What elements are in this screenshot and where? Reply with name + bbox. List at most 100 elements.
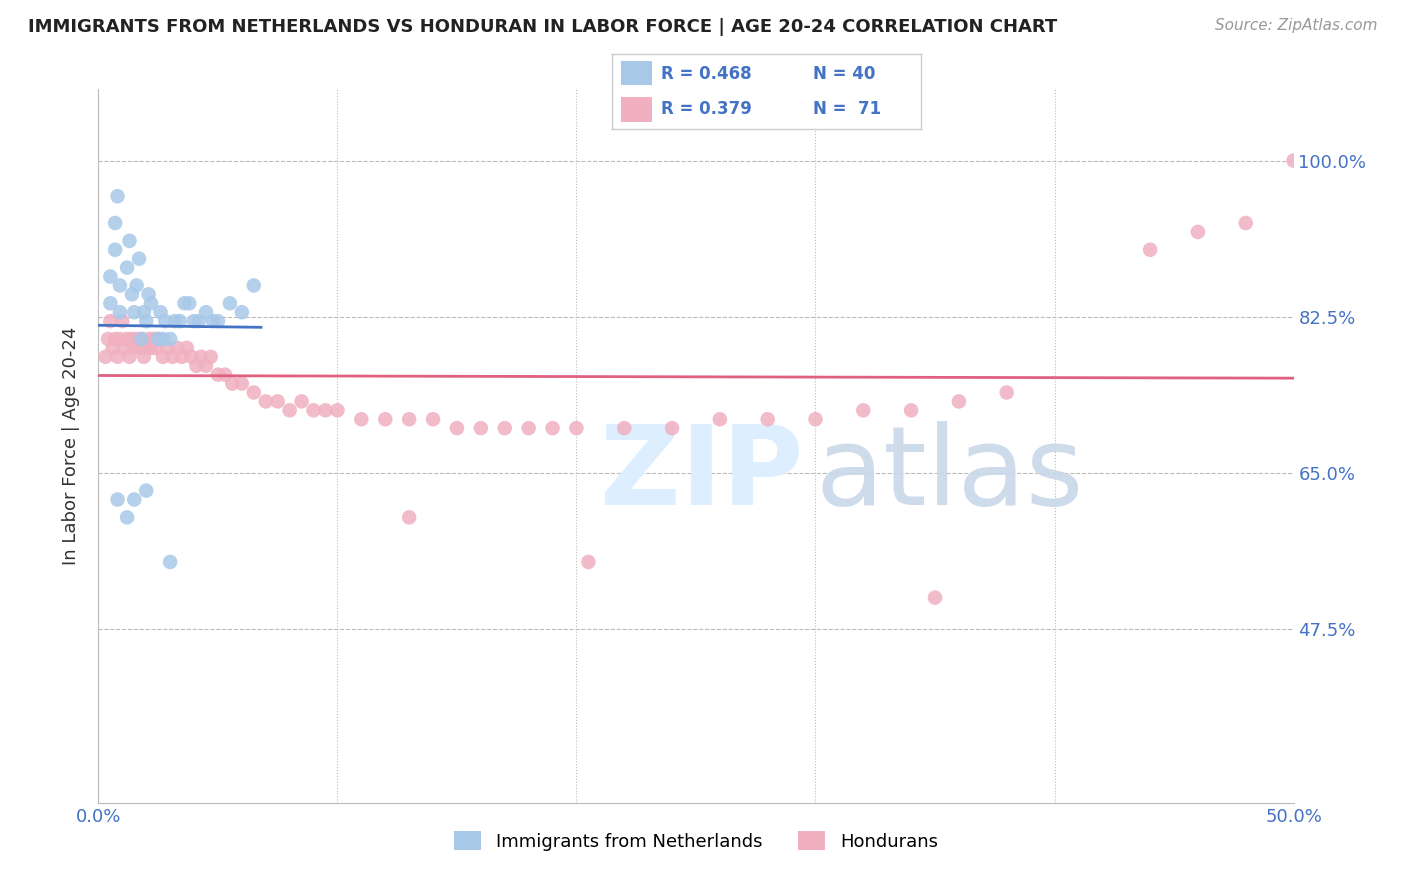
Text: R = 0.379: R = 0.379	[661, 100, 752, 118]
Point	[145, 341, 167, 355]
Point	[302, 403, 325, 417]
Point	[104, 332, 127, 346]
Point	[1187, 225, 1209, 239]
Point	[115, 260, 138, 275]
Point	[804, 412, 827, 426]
Point	[190, 350, 212, 364]
Point	[107, 492, 129, 507]
Point	[422, 412, 444, 426]
Point	[108, 305, 131, 319]
Point	[114, 341, 136, 355]
Point	[176, 341, 198, 355]
Point	[578, 555, 600, 569]
Point	[107, 189, 129, 203]
Point	[924, 591, 946, 605]
Point	[494, 421, 516, 435]
Point	[125, 332, 148, 346]
Text: R = 0.468: R = 0.468	[661, 65, 752, 83]
Point	[200, 350, 222, 364]
Point	[756, 412, 779, 426]
Point	[1139, 243, 1161, 257]
Point	[139, 296, 162, 310]
Point	[104, 243, 127, 257]
Text: IMMIGRANTS FROM NETHERLANDS VS HONDURAN IN LABOR FORCE | AGE 20-24 CORRELATION C: IMMIGRANTS FROM NETHERLANDS VS HONDURAN …	[28, 18, 1057, 36]
Point	[221, 376, 243, 391]
Point	[1234, 216, 1257, 230]
Point	[278, 403, 301, 417]
Point	[995, 385, 1018, 400]
Point	[180, 350, 202, 364]
Point	[135, 483, 157, 498]
Point	[172, 350, 194, 364]
Point	[541, 421, 564, 435]
Point	[446, 421, 468, 435]
Point	[124, 492, 146, 507]
Point	[155, 314, 177, 328]
Point	[202, 314, 225, 328]
Point	[156, 341, 179, 355]
Point	[128, 252, 150, 266]
Point	[166, 341, 188, 355]
Point	[121, 332, 143, 346]
Point	[207, 314, 229, 328]
Point	[398, 412, 420, 426]
Point	[115, 510, 138, 524]
Point	[187, 314, 209, 328]
Point	[125, 278, 148, 293]
Point	[231, 376, 253, 391]
Point	[118, 350, 141, 364]
Point	[98, 314, 122, 328]
Point	[139, 341, 162, 355]
Point	[152, 332, 174, 346]
Point	[97, 332, 120, 346]
Point	[517, 421, 540, 435]
Text: ZIP: ZIP	[600, 421, 804, 528]
Point	[195, 305, 218, 319]
Point	[186, 359, 208, 373]
Point	[214, 368, 236, 382]
Bar	[621, 62, 652, 86]
Point	[374, 412, 396, 426]
Point	[219, 296, 242, 310]
Point	[326, 403, 349, 417]
Text: N = 40: N = 40	[813, 65, 875, 83]
Point	[131, 332, 153, 346]
Point	[169, 314, 191, 328]
Text: N =  71: N = 71	[813, 100, 880, 118]
Point	[111, 314, 134, 328]
Point	[291, 394, 314, 409]
Point	[948, 394, 970, 409]
Point	[398, 510, 420, 524]
Point	[149, 305, 172, 319]
Point	[350, 412, 373, 426]
Point	[163, 314, 186, 328]
Point	[661, 421, 683, 435]
Point	[101, 341, 124, 355]
Point	[613, 421, 636, 435]
Point	[159, 332, 181, 346]
Point	[118, 234, 141, 248]
Point	[132, 305, 155, 319]
Point	[709, 412, 731, 426]
Point	[243, 385, 266, 400]
Point	[159, 555, 181, 569]
Point	[135, 314, 157, 328]
Point	[98, 296, 122, 310]
Point	[124, 305, 146, 319]
Point	[243, 278, 266, 293]
Point	[115, 332, 138, 346]
Point	[565, 421, 588, 435]
Point	[267, 394, 290, 409]
Point	[148, 332, 170, 346]
Point	[148, 332, 170, 346]
Point	[207, 368, 229, 382]
Point	[1282, 153, 1305, 168]
Point	[231, 305, 253, 319]
Point	[852, 403, 875, 417]
Point	[124, 341, 146, 355]
Point	[94, 350, 117, 364]
Legend: Immigrants from Netherlands, Hondurans: Immigrants from Netherlands, Hondurans	[447, 824, 945, 858]
Point	[470, 421, 492, 435]
Point	[98, 269, 122, 284]
Point	[138, 287, 160, 301]
